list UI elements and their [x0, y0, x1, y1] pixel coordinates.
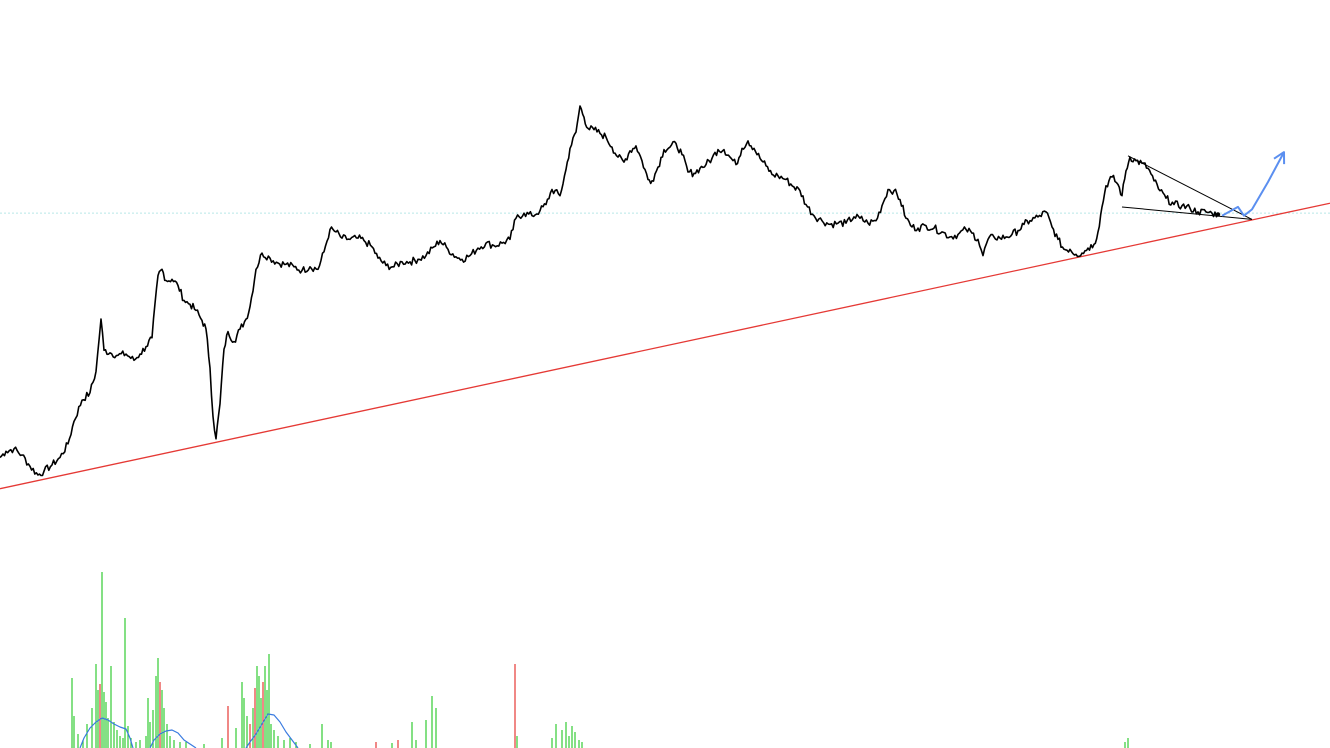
volume-ma-line [245, 713, 299, 748]
projection-layer [1221, 151, 1286, 217]
volume-layer [71, 572, 1129, 748]
wedge-lower-line [1121, 206, 1253, 220]
projection-arrowhead [1273, 151, 1286, 165]
price-series-line [0, 105, 1219, 477]
volume-ma-line [79, 717, 134, 748]
trendline-layer [0, 202, 1330, 490]
price-layer [0, 105, 1221, 477]
price-last-point [1215, 212, 1221, 217]
support-trendline [0, 202, 1330, 490]
wedge-pattern-layer [1121, 155, 1253, 220]
volume-ma-layer [79, 713, 299, 748]
volume-ma-line [149, 729, 197, 748]
wedge-upper-line [1127, 155, 1253, 220]
projection-path [1221, 151, 1285, 217]
